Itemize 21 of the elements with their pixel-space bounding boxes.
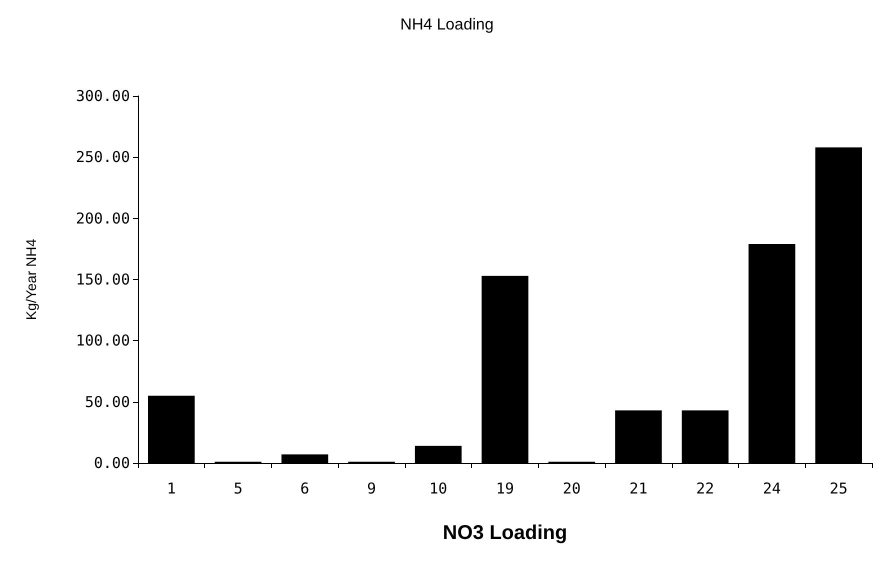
y-tick-label: 300.00 — [76, 87, 130, 105]
y-tick-label: 150.00 — [76, 270, 130, 288]
chart-title: NH4 Loading — [400, 16, 494, 34]
x-tick-label: 9 — [367, 480, 376, 498]
y-tick-label: 0.00 — [94, 454, 130, 472]
x-axis-title: NO3 Loading — [442, 522, 568, 544]
x-tick-label: 5 — [234, 480, 243, 498]
x-tick-label: 10 — [429, 480, 448, 498]
x-tick-label: 20 — [562, 480, 581, 498]
x-tick-label: 19 — [496, 480, 514, 498]
x-tick-label: 25 — [830, 480, 848, 498]
x-tick-label: 1 — [166, 480, 176, 498]
y-tick-label: 250.00 — [76, 148, 130, 166]
y-tick-label: 100.00 — [76, 332, 130, 350]
y-tick-label: 200.00 — [76, 209, 130, 228]
x-tick-label: 24 — [762, 480, 781, 498]
x-tick-label: 22 — [696, 480, 714, 498]
x-tick-label: 21 — [629, 480, 648, 498]
y-axis-title: Kg/Year NH4 — [23, 238, 39, 320]
x-tick-label: 6 — [300, 480, 310, 498]
y-tick-label: 50.00 — [84, 392, 130, 411]
